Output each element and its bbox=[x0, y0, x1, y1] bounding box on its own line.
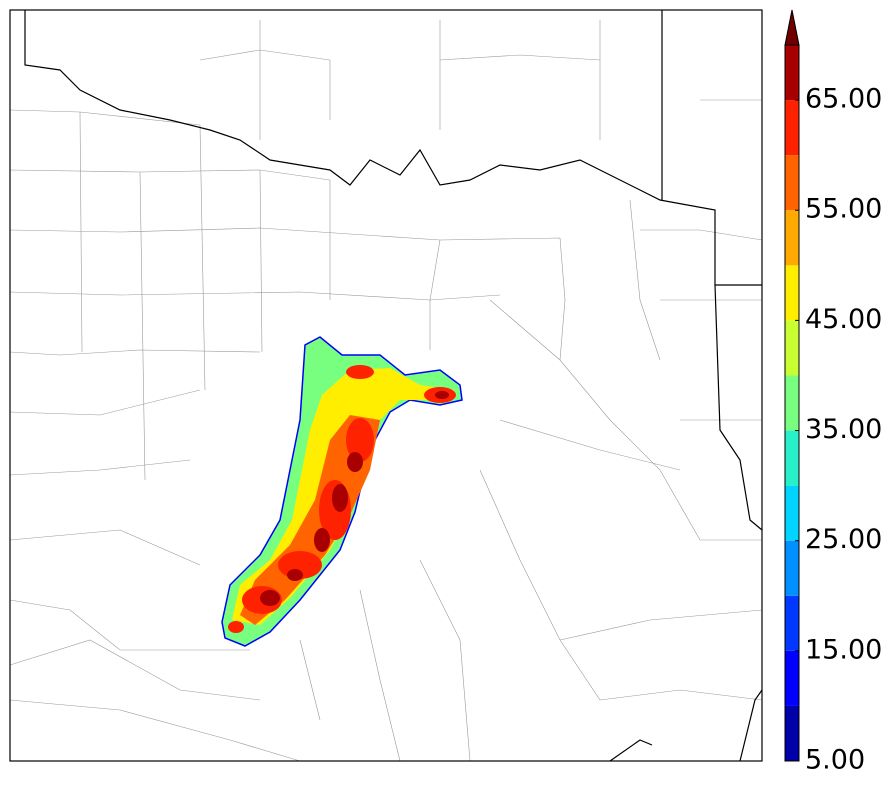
colorbar-tick-label: 65.00 bbox=[805, 84, 882, 115]
colorbar-tick-label: 55.00 bbox=[805, 194, 882, 225]
county-lines bbox=[9, 20, 763, 762]
colorbar-tick-label: 15.00 bbox=[805, 634, 882, 665]
colorbar-band bbox=[785, 45, 799, 101]
colorbar-band bbox=[785, 155, 799, 211]
echo-core bbox=[435, 391, 449, 399]
echo-cell bbox=[228, 621, 244, 633]
colorbar-band bbox=[785, 705, 799, 761]
colorbar-band bbox=[785, 100, 799, 156]
colorbar-band bbox=[785, 485, 799, 541]
colorbar-band bbox=[785, 430, 799, 486]
state-borders bbox=[24, 10, 763, 762]
colorbar-tick-label: 45.00 bbox=[805, 304, 882, 335]
echo-orange bbox=[240, 415, 380, 625]
colorbar-tick-label: 35.00 bbox=[805, 414, 882, 445]
echo-core bbox=[314, 528, 330, 552]
echo-cell bbox=[346, 365, 374, 379]
map bbox=[9, 9, 763, 762]
echo-cell bbox=[346, 418, 374, 462]
colorbar-band bbox=[785, 540, 799, 596]
colorbar-band bbox=[785, 265, 799, 321]
echo-core bbox=[287, 569, 303, 581]
colorbar-band bbox=[785, 210, 799, 266]
colorbar-tick-label: 5.00 bbox=[805, 745, 865, 776]
colorbar-band bbox=[785, 320, 799, 376]
echo-core bbox=[332, 484, 348, 512]
colorbar-band bbox=[785, 375, 799, 431]
colorbar-frame bbox=[784, 44, 800, 762]
colorbar: 5.00 15.00 25.00 35.00 45.00 55.00 65.00 bbox=[784, 9, 882, 776]
echo-core bbox=[260, 590, 280, 606]
map-frame bbox=[9, 9, 763, 762]
colorbar-tick-label: 25.00 bbox=[805, 524, 882, 555]
colorbar-band bbox=[785, 650, 799, 706]
colorbar-band bbox=[785, 595, 799, 651]
echo-core bbox=[347, 452, 363, 472]
storm-echo bbox=[221, 336, 463, 647]
colorbar-extend bbox=[784, 9, 800, 46]
